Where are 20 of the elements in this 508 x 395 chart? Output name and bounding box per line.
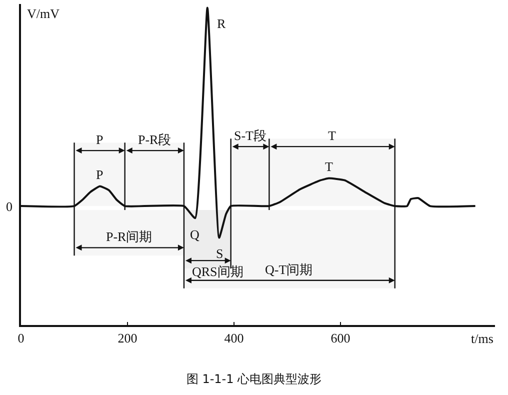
text: 0 <box>6 199 12 214</box>
band-label: P-R段 <box>138 132 172 147</box>
annotation: Q <box>190 227 200 242</box>
x-tick-label: 600 <box>330 330 350 346</box>
band-label: P <box>96 132 104 147</box>
band-label: T <box>328 128 336 143</box>
text: 图 1-1-1 心电图典型波形 <box>186 372 322 386</box>
band-label: S-T段 <box>234 128 266 143</box>
x-axis-title: t/ms <box>471 331 494 346</box>
annotation: P <box>96 167 104 182</box>
band-label: P-R间期 <box>106 229 152 244</box>
x-tick-label: 400 <box>224 330 244 346</box>
annotation: T <box>325 159 333 174</box>
annotation: R <box>217 16 226 31</box>
band-label: Q-T间期 <box>265 262 313 277</box>
band-label: QRS间期 <box>192 264 244 279</box>
x-tick-label: 200 <box>118 330 138 346</box>
annotation: S <box>216 246 224 261</box>
y-axis-title: V/mV <box>27 6 60 21</box>
x-tick-label: 0 <box>18 330 24 346</box>
